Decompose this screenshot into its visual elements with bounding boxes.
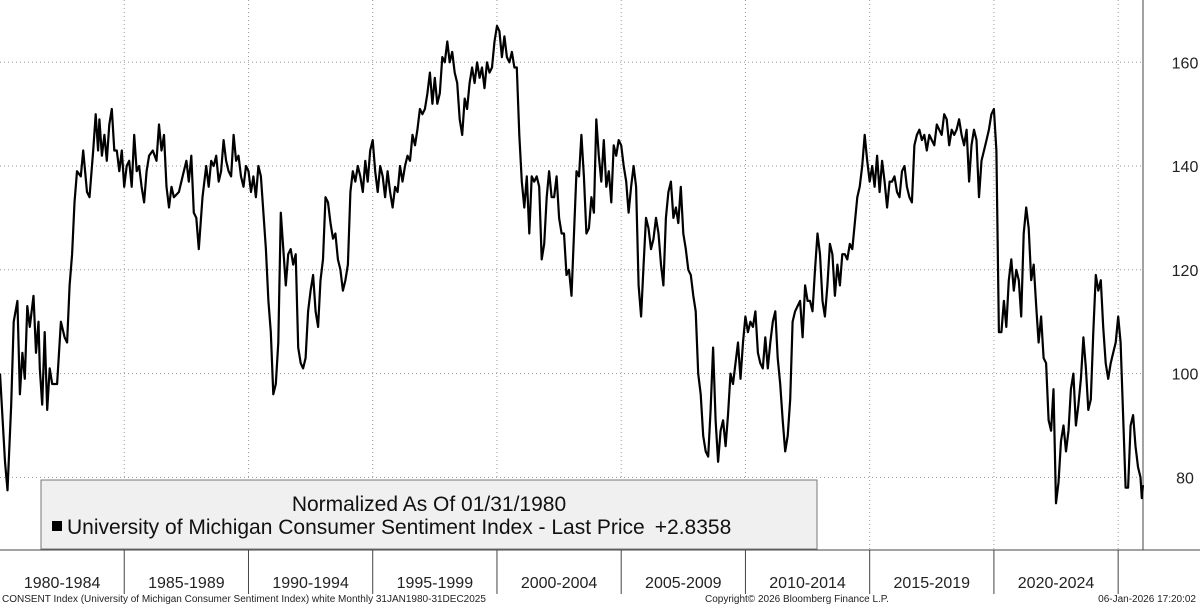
legend-series-marker (52, 521, 62, 531)
x-tick-label: 1995-1999 (397, 575, 474, 592)
legend-last-value: +2.8358 (655, 516, 732, 539)
line-layer (0, 24, 1145, 505)
x-tick-label: 1985-1989 (148, 575, 225, 592)
legend-background (40, 479, 818, 550)
x-tick-label: 2015-2019 (894, 575, 971, 592)
legend-box: Normalized As Of 01/31/1980 University o… (40, 479, 818, 550)
legend-series-label: University of Michigan Consumer Sentimen… (67, 516, 731, 539)
series-line-consumer-sentiment (0, 24, 1145, 505)
chart-svg: 80 100 120 140 160 1980-1984 1985-1989 1990-199… (0, 0, 1200, 594)
axis-layer: 80 100 120 140 160 1980-1984 1985-1989 1990-199… (0, 0, 1200, 594)
y-tick-label: 120 (1172, 263, 1199, 280)
footer-copyright: Copyright© 2026 Bloomberg Finance L.P. (705, 594, 889, 605)
y-tick-label: 160 (1172, 55, 1199, 72)
x-tick-label: 2000-2004 (521, 575, 598, 592)
footer-timestamp: 06-Jan-2026 17:20:02 (1098, 594, 1196, 605)
x-tick-label: 1980-1984 (24, 575, 101, 592)
x-tick-label: 1990-1994 (272, 575, 349, 592)
y-tick-label: 100 (1172, 367, 1199, 384)
y-tick-label: 80 (1176, 470, 1194, 487)
footer-index-info: CONSENT Index (University of Michigan Co… (2, 594, 486, 605)
x-tick-label: 2010-2014 (769, 575, 846, 592)
grid-layer (0, 0, 1143, 550)
y-tick-label: 140 (1172, 159, 1199, 176)
x-tick-label: 2020-2024 (1018, 575, 1095, 592)
x-tick-label: 2005-2009 (645, 575, 722, 592)
legend-series-name: University of Michigan Consumer Sentimen… (67, 516, 645, 539)
legend-title: Normalized As Of 01/31/1980 (292, 493, 566, 516)
